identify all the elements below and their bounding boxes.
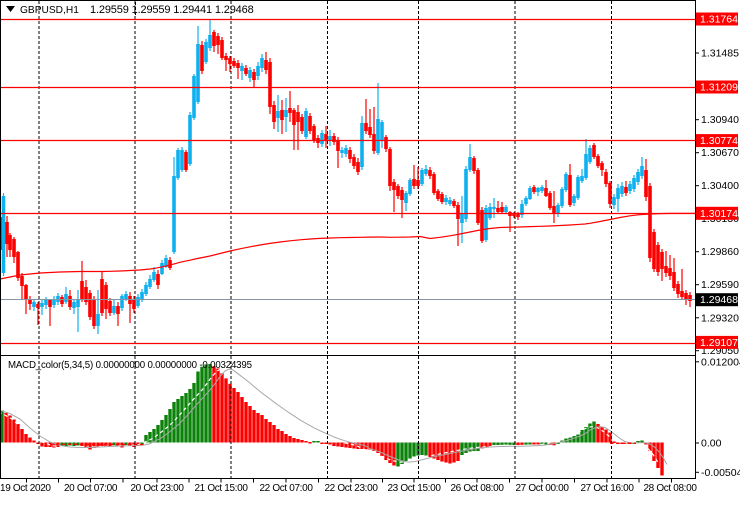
svg-text:1.30940: 1.30940 (701, 114, 739, 126)
svg-text:1.30174: 1.30174 (700, 208, 738, 220)
svg-text:1.30400: 1.30400 (701, 180, 739, 192)
svg-text:1.31209: 1.31209 (700, 82, 738, 94)
svg-text:21 Oct 15:00: 21 Oct 15:00 (194, 483, 248, 494)
svg-text:1.31485: 1.31485 (701, 48, 739, 60)
svg-text:20 Oct 23:00: 20 Oct 23:00 (130, 483, 184, 494)
svg-text:1.29860: 1.29860 (701, 246, 739, 258)
svg-text:1.31764: 1.31764 (700, 14, 738, 26)
svg-text:MACD_color(5,34,5) 0.00000000: MACD_color(5,34,5) 0.00000000 0.00000000… (8, 360, 252, 371)
svg-text:28 Oct 08:00: 28 Oct 08:00 (643, 483, 697, 494)
svg-text:-0.0050443: -0.0050443 (701, 467, 740, 479)
svg-text:1.29468: 1.29468 (700, 294, 738, 306)
svg-text:GBPUSD,H1: GBPUSD,H1 (20, 5, 79, 16)
svg-text:19 Oct 2020: 19 Oct 2020 (0, 483, 51, 494)
svg-text:1.29559 1.29559 1.29441 1.2946: 1.29559 1.29559 1.29441 1.29468 (90, 4, 254, 16)
svg-text:26 Oct 08:00: 26 Oct 08:00 (450, 483, 504, 494)
svg-text:1.29320: 1.29320 (701, 312, 739, 324)
svg-text:1.30774: 1.30774 (700, 135, 738, 147)
svg-text:0.0120046: 0.0120046 (701, 356, 740, 368)
svg-text:1.29590: 1.29590 (701, 279, 739, 291)
svg-text:27 Oct 16:00: 27 Oct 16:00 (580, 483, 634, 494)
svg-text:22 Oct 23:00: 22 Oct 23:00 (324, 483, 378, 494)
svg-text:22 Oct 07:00: 22 Oct 07:00 (259, 483, 313, 494)
svg-text:1.29107: 1.29107 (700, 337, 738, 349)
svg-text:20 Oct 07:00: 20 Oct 07:00 (64, 483, 118, 494)
svg-text:1.30670: 1.30670 (701, 147, 739, 159)
svg-text:27 Oct 00:00: 27 Oct 00:00 (515, 483, 569, 494)
svg-text:0.00: 0.00 (701, 438, 722, 450)
svg-text:23 Oct 15:00: 23 Oct 15:00 (387, 483, 441, 494)
